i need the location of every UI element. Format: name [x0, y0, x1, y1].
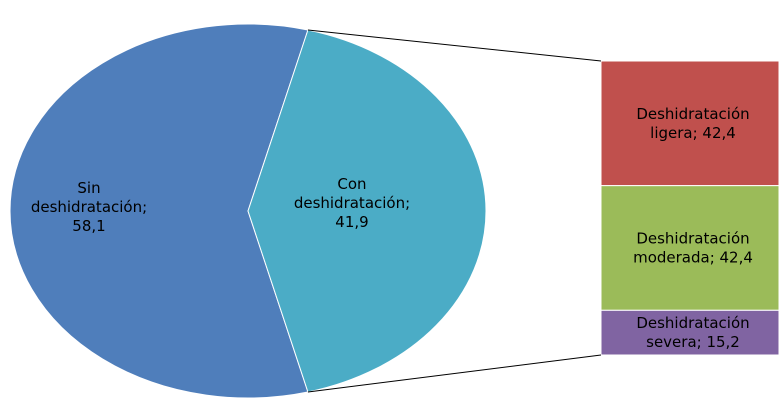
bar-segment-label-1-line: Deshidratación [636, 229, 749, 247]
bar-segment-label-2: Deshidratación severa; 15,2 [636, 314, 749, 351]
pie-label-con-line: Con [337, 175, 366, 193]
pie-label-con: Con deshidratación; 41,9 [294, 175, 410, 231]
bar-segment-2 [600, 309, 779, 356]
pie-slice-sin-deshidratacion [9, 23, 309, 399]
bar-segment-label-1: Deshidratación moderada; 42,4 [633, 229, 753, 266]
bar-segment-0 [600, 60, 779, 187]
connector-line-top [307, 29, 602, 62]
bar-segment-label-2-line: severa; 15,2 [646, 333, 740, 351]
bar-segment-label-1-line: moderada; 42,4 [633, 248, 753, 266]
bar-segment-1 [600, 185, 779, 311]
pie-label-sin-line: deshidratación; [31, 198, 147, 216]
bar-segment-label-0-line: ligera; 42,4 [650, 124, 736, 142]
bar-segment-label-2-line: Deshidratación [636, 314, 749, 332]
pie-label-sin-line: 58,1 [72, 217, 105, 235]
pie-slice-con-deshidratacion [247, 29, 487, 393]
pie-label-sin: Sin deshidratación; 58,1 [31, 179, 147, 235]
bar-segment-label-0-line: Deshidratación [636, 105, 749, 123]
pie-label-con-line: 41,9 [335, 213, 368, 231]
pie-label-con-line: deshidratación; [294, 194, 410, 212]
connector-line-bottom [307, 354, 602, 393]
bar-segment-label-0: Deshidratación ligera; 42,4 [636, 105, 749, 142]
pie-label-sin-line: Sin [77, 179, 100, 197]
